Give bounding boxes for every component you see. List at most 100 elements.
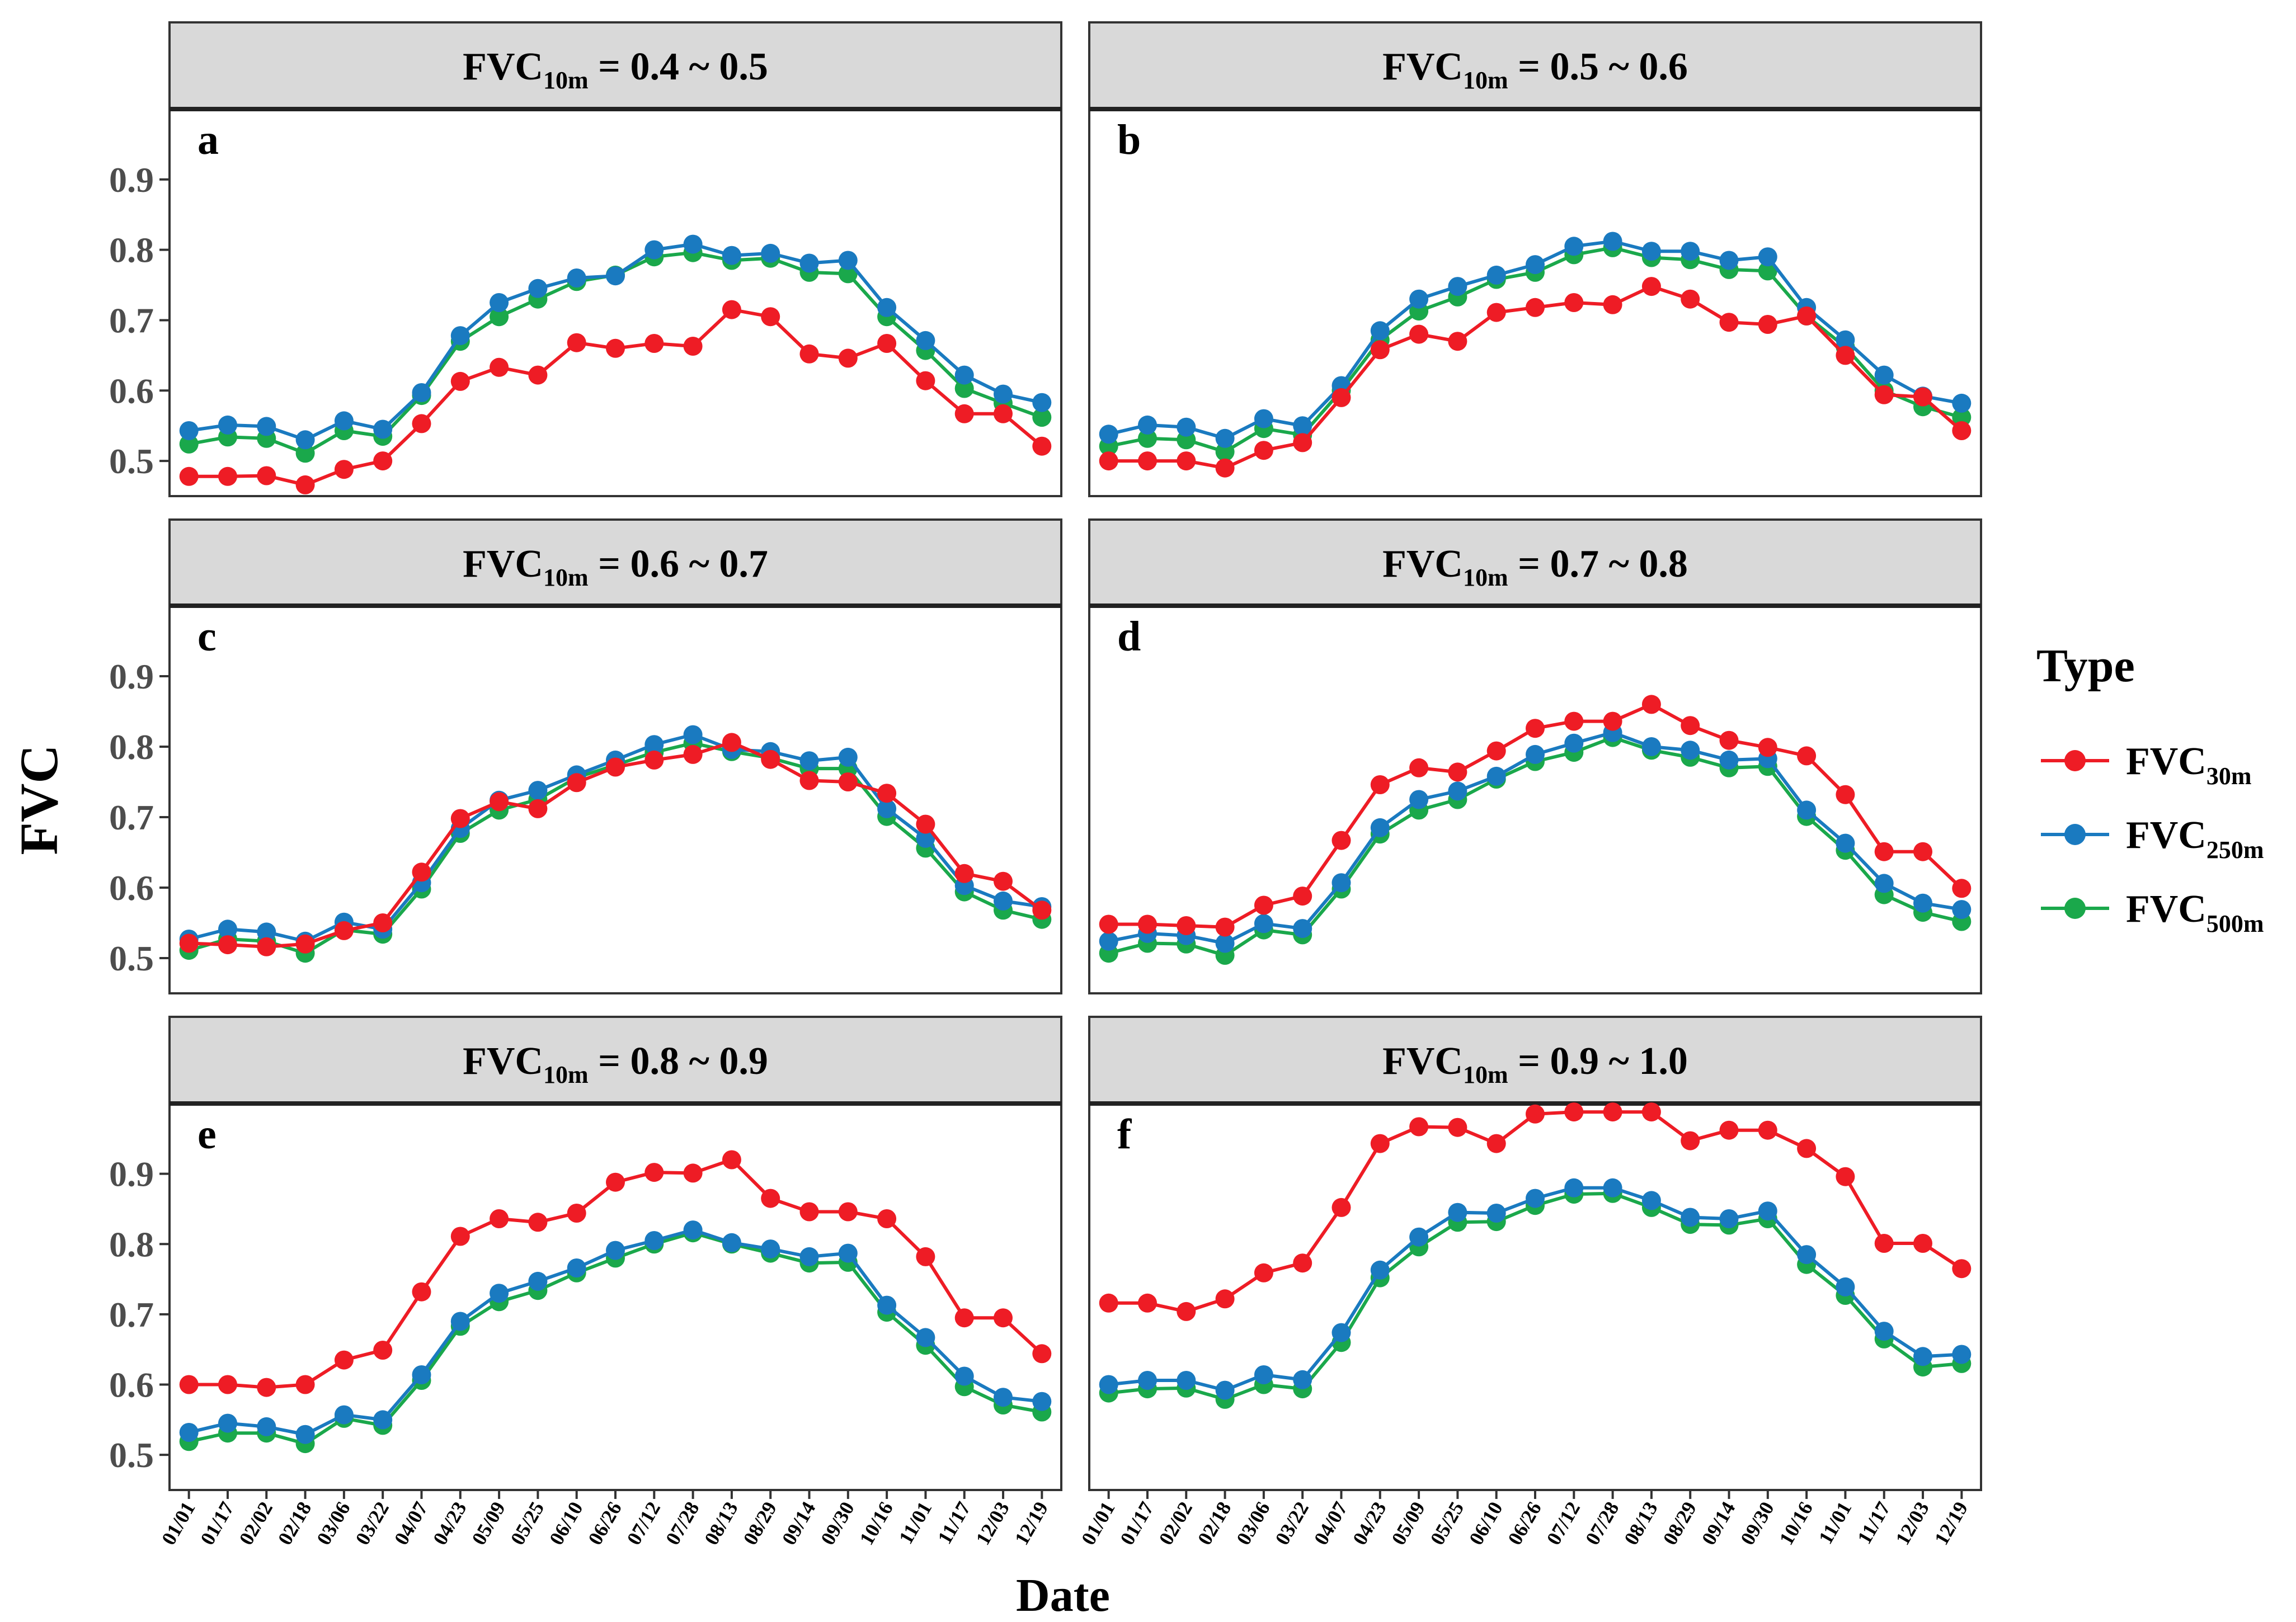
data-point [1952,421,1972,440]
x-tick-label: 03/06 [312,1498,355,1549]
data-point [722,1233,741,1252]
data-point [1177,417,1196,437]
data-point [450,1312,470,1331]
data-point [412,414,431,433]
data-point [1099,451,1118,471]
data-point [528,781,548,800]
x-tick-label: 09/30 [1736,1498,1779,1549]
data-point [1448,1118,1467,1137]
data-point [877,1295,897,1315]
series-FVC30m [179,733,1052,956]
x-tick-label: 05/09 [467,1498,510,1549]
data-point [994,871,1013,891]
data-point [179,466,199,486]
data-point [644,240,664,260]
x-tick-label: 08/13 [1620,1498,1662,1549]
x-tick-label: 10/16 [855,1498,897,1549]
data-point [1215,442,1235,461]
data-point [1603,1102,1622,1122]
y-tick-label: 0.9 [109,1154,154,1194]
x-tick-label: 12/03 [971,1498,1014,1549]
data-point [644,1163,664,1182]
x-tick-label: 11/01 [895,1498,937,1548]
data-point [916,1328,935,1347]
x-tick-label: 04/23 [429,1498,471,1549]
data-point [450,326,470,346]
data-point [1681,1131,1700,1151]
panel-letter: a [197,116,219,163]
panels: FVC10m = 0.4 ~ 0.5a0.50.60.70.80.9FVC10m… [109,21,1982,1549]
data-point [1099,425,1118,444]
x-tick-label: 09/30 [816,1498,859,1549]
x-tick-label: 12/03 [1891,1498,1933,1549]
x-tick-label: 07/12 [623,1498,665,1549]
data-point [1099,1293,1118,1313]
data-point [1138,914,1157,934]
data-point [1641,695,1661,714]
data-point [954,379,974,398]
data-point [799,1202,819,1222]
data-point [877,799,897,818]
x-tick-label: 04/07 [1310,1498,1352,1549]
legend-swatch-marker [2064,750,2086,771]
data-point [490,357,509,377]
data-point [799,771,819,790]
data-point [1564,1178,1584,1197]
data-point [761,243,780,263]
data-point [1797,1245,1817,1265]
data-point [1681,289,1700,309]
data-point [877,334,897,353]
data-point [1603,295,1622,314]
data-point [1448,781,1467,801]
data-point [1641,242,1661,261]
data-point [1293,887,1312,906]
x-tick-label: 05/25 [1426,1498,1469,1549]
panel-letter: c [197,613,217,660]
data-point [450,371,470,391]
data-point [1797,1139,1817,1158]
data-point [1641,1102,1661,1122]
x-tick-label: 09/14 [778,1498,820,1549]
data-point [683,725,703,744]
data-point [916,371,935,390]
x-tick-label: 12/19 [1010,1498,1053,1549]
data-point [994,1308,1013,1328]
x-axis-label: Date [1016,1569,1110,1621]
y-tick-label: 0.8 [109,1224,154,1264]
data-point [1913,842,1932,861]
data-point [838,348,858,368]
data-point [1603,711,1622,731]
data-point [1370,1134,1390,1153]
x-tick-label: 02/02 [235,1498,277,1549]
facet-strip-label: FVC10m = 0.8 ~ 0.9 [463,1040,768,1088]
facet-strip-label: FVC10m = 0.4 ~ 0.5 [463,45,768,94]
y-tick-label: 0.5 [109,939,154,978]
data-point [1913,387,1932,407]
data-point [490,307,509,327]
series-FVC250m [1099,1178,1972,1400]
panel-letter: d [1117,613,1141,660]
x-tick-label: 01/01 [1077,1498,1119,1549]
legend: Type FVC30m FVC250m FVC500m [2036,640,2264,937]
data-point [334,460,354,479]
data-point [1177,451,1196,471]
data-point [877,1209,897,1228]
y-tick-label: 0.6 [109,868,154,908]
data-point [954,365,974,385]
x-tick-label: 06/10 [545,1498,587,1549]
x-tick-label: 07/28 [661,1498,704,1549]
data-point [567,333,586,352]
facet-strip [1088,21,1982,110]
data-point [528,365,548,385]
data-point [761,1189,780,1208]
x-tick-label: 01/17 [1116,1498,1158,1549]
data-point [1797,306,1817,326]
facet-strip-label: FVC10m = 0.6 ~ 0.7 [463,543,768,591]
data-point [1486,303,1506,322]
data-point [916,1247,935,1266]
data-point [722,300,741,319]
data-point [1370,1260,1390,1280]
data-point [1797,800,1817,820]
y-tick-label: 0.9 [109,657,154,696]
